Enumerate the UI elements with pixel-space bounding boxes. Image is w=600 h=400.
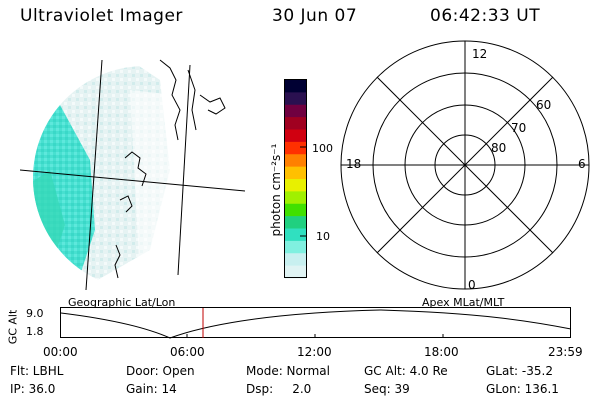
- colorbar-cell: [285, 92, 306, 106]
- colorbar-cell: [285, 203, 306, 217]
- info-dsp: Dsp: 2.0: [246, 382, 312, 396]
- timeline-ytick-9: 9.0: [26, 307, 44, 320]
- colorbar-cell: [285, 191, 306, 205]
- lat-label-80: 80: [491, 141, 507, 155]
- info-glat: GLat: -35.2: [486, 364, 553, 378]
- mlt-label-12: 12: [472, 47, 488, 61]
- lat-label-60: 60: [536, 98, 552, 112]
- timeline-xtick-1800: 18:00: [424, 345, 459, 359]
- colorbar-cell: [285, 154, 306, 168]
- colorbar-cell: [285, 265, 306, 279]
- timeline-xtick-0000: 00:00: [43, 345, 78, 359]
- header-time: 06:42:33 UT: [430, 6, 541, 26]
- mlt-label-18: 18: [346, 157, 362, 171]
- polar-plot: [340, 40, 590, 290]
- info-filter: Flt: LBHL: [10, 364, 64, 378]
- timeline-ytick-1-8: 1.8: [26, 325, 44, 338]
- info-mode: Mode: Normal: [246, 364, 330, 378]
- altitude-timeline: [60, 307, 572, 339]
- info-glon: GLon: 136.1: [486, 382, 559, 396]
- mlt-label-0: 0: [468, 278, 476, 292]
- timeline-axis-label: GC Alt: [6, 309, 20, 345]
- colorbar-cell: [285, 253, 306, 267]
- colorbar-cell: [285, 141, 306, 155]
- timeline-left-title: Geographic Lat/Lon: [68, 296, 176, 309]
- timeline-xtick-2359: 23:59: [548, 345, 583, 359]
- colorbar-cell: [285, 80, 306, 93]
- timeline-xtick-0600: 06:00: [170, 345, 205, 359]
- colorbar-cell: [285, 216, 306, 229]
- lat-lon-grid: [20, 59, 246, 290]
- geographic-image: [20, 59, 257, 290]
- colorbar-tick-100: 100: [312, 142, 333, 155]
- emission-field: [33, 66, 257, 290]
- timeline-right-title: Apex MLat/MLT: [422, 296, 505, 309]
- lat-label-70: 70: [511, 121, 527, 135]
- info-gc-alt: GC Alt: 4.0 Re: [364, 364, 448, 378]
- colorbar-cell: [285, 104, 306, 118]
- app-title: Ultraviolet Imager: [20, 6, 183, 26]
- colorbar-cell: [285, 240, 306, 254]
- info-door: Door: Open: [126, 364, 195, 378]
- mlt-label-6: 6: [578, 157, 586, 171]
- colorbar-unit-label: photon cm⁻²s⁻¹: [269, 143, 283, 237]
- colorbar-cell: [285, 117, 306, 130]
- colorbar-cell: [285, 129, 306, 143]
- colorbar-cell: [285, 228, 306, 242]
- colorbar: [284, 79, 307, 279]
- colorbar-tick-10: 10: [316, 230, 330, 243]
- info-seq: Seq: 39: [364, 382, 410, 396]
- coastlines: [114, 59, 226, 279]
- colorbar-cell: [285, 179, 306, 192]
- colorbar-cell: [285, 166, 306, 180]
- info-ip: IP: 36.0: [10, 382, 56, 396]
- header-date: 30 Jun 07: [272, 6, 358, 26]
- info-gain: Gain: 14: [126, 382, 177, 396]
- timeline-xtick-1200: 12:00: [297, 345, 332, 359]
